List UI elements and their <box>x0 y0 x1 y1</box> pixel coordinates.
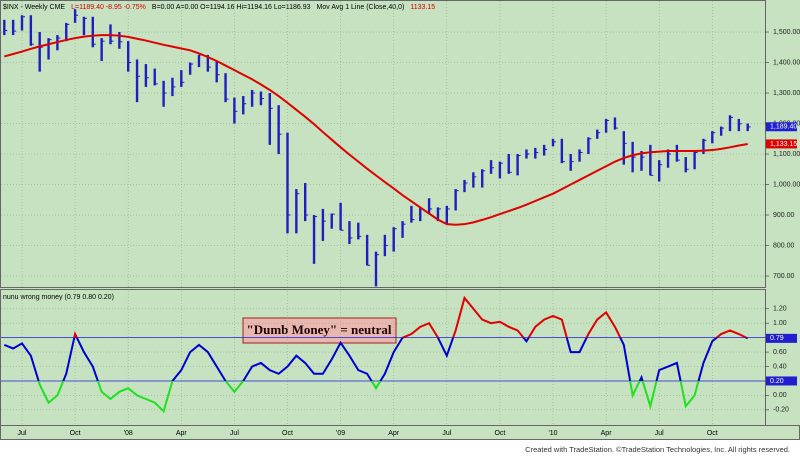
header-part: $INX - Weekly CME <box>3 4 65 11</box>
y-tick-label: 1,400.00 <box>773 59 800 66</box>
header-part: L=1189.40 -8.95 -0.75% <box>71 4 146 11</box>
header-part: B=0.00 A=0.00 O=1194.16 Hi=1194.16 Lo=11… <box>152 4 311 11</box>
x-tick-label: Oct <box>282 430 293 437</box>
y-tick-label: 1,300.00 <box>773 90 800 97</box>
value-marker <box>766 376 797 386</box>
x-tick-label: Jul <box>18 430 27 437</box>
y-tick-label: 0.40 <box>773 363 787 370</box>
value-marker <box>766 122 797 132</box>
annotation: "Dumb Money" = neutral <box>247 322 392 337</box>
y-tick-label: 0.60 <box>773 349 787 356</box>
x-tick-label: Jul <box>230 430 239 437</box>
value-marker-label: 1,189.40 <box>770 124 797 131</box>
x-tick-label: Jul <box>442 430 451 437</box>
value-marker <box>766 139 797 149</box>
y-tick-label: 700.00 <box>773 273 795 280</box>
x-tick-label: Oct <box>70 430 81 437</box>
y-tick-label: 1.20 <box>773 306 787 313</box>
value-marker-label: 0.79 <box>770 335 784 342</box>
footer: Created with TradeStation. ©TradeStation… <box>525 445 790 454</box>
indicator-line <box>37 380 700 414</box>
y-tick-label: 900.00 <box>773 212 795 219</box>
price-panel <box>0 0 766 288</box>
y-tick-label: 1,100.00 <box>773 151 800 158</box>
header-part: 1133.15 <box>410 4 435 11</box>
value-marker <box>766 333 797 343</box>
x-tick-label: '08 <box>124 430 133 437</box>
x-tick-label: Apr <box>601 430 613 437</box>
date-axis <box>0 425 800 440</box>
moving-average <box>4 34 748 226</box>
y-tick-label: 1.00 <box>773 320 787 327</box>
y-tick-label: 0.00 <box>773 392 787 399</box>
y-tick-label: 1,500.00 <box>773 29 800 36</box>
value-marker-label: 0.20 <box>770 378 784 385</box>
x-tick-label: Apr <box>176 430 188 437</box>
annotation-box <box>242 317 397 344</box>
x-tick-label: Oct <box>494 430 505 437</box>
x-tick-label: '10 <box>548 430 557 437</box>
x-tick-label: Apr <box>388 430 400 437</box>
header-part: Mov Avg 1 Line (Close,40,0) <box>317 4 405 11</box>
y-tick-label: 1,000.00 <box>773 181 800 188</box>
y-tick-label: -0.20 <box>773 407 789 414</box>
indicator-title: nunu wrong money (0.79 0.80 0.20) <box>3 294 114 301</box>
x-tick-label: '09 <box>336 430 345 437</box>
indicator-line <box>3 337 749 381</box>
value-marker-label: 1,133.15 <box>770 141 797 148</box>
x-tick-label: Jul <box>655 430 664 437</box>
header: $INX - Weekly CME L=1189.40 -8.95 -0.75% B… <box>3 4 435 11</box>
y-tick-label: 800.00 <box>773 242 795 249</box>
x-tick-label: Oct <box>707 430 718 437</box>
